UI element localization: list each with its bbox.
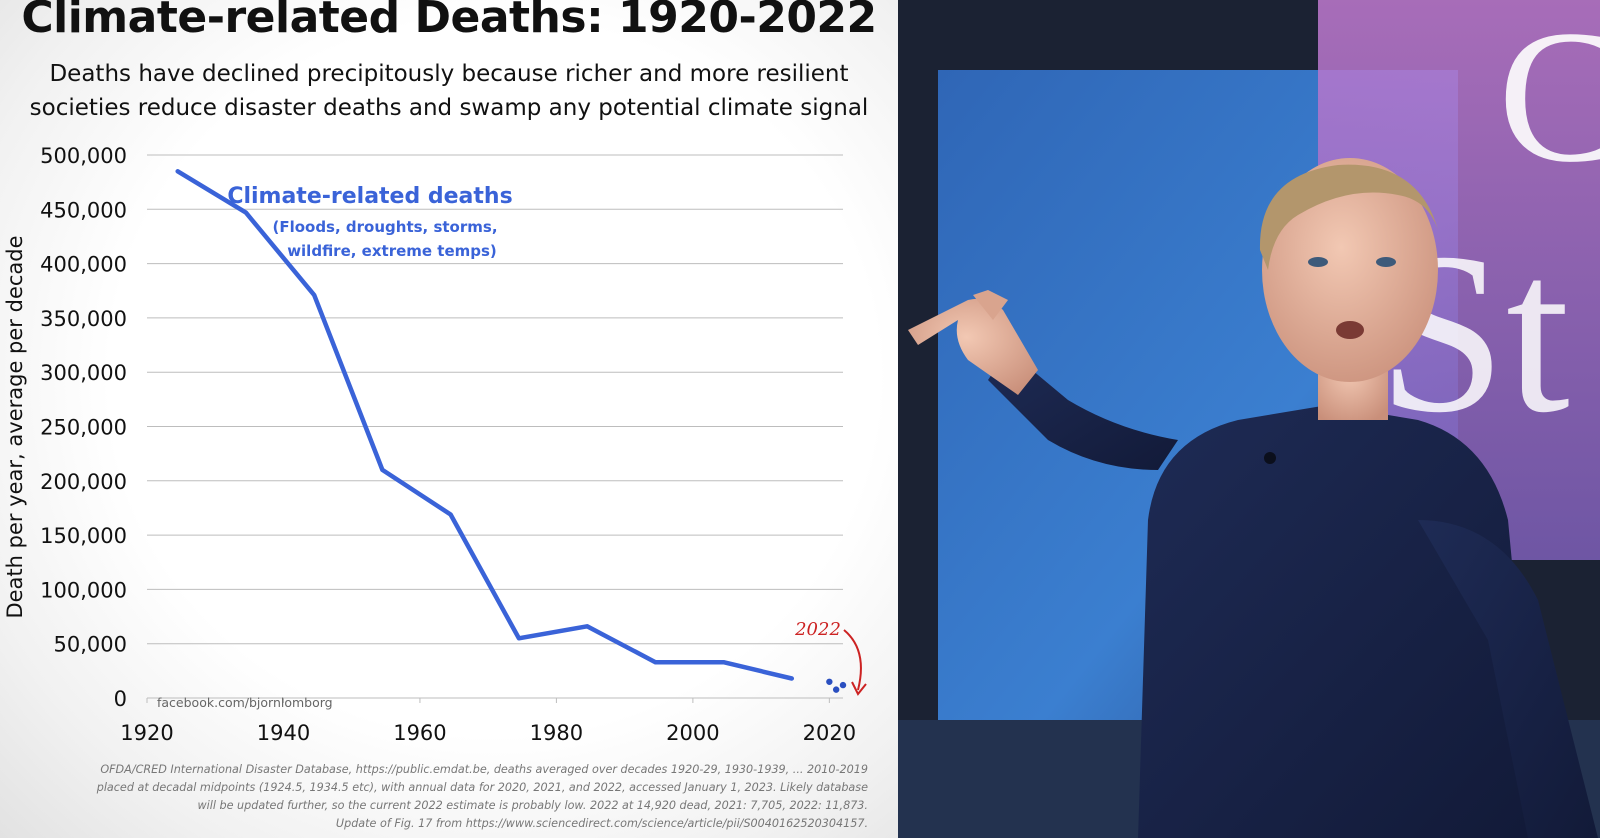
lapel-microphone <box>1264 452 1276 464</box>
speaker-finger <box>973 290 1008 320</box>
y-tick-label: 100,000 <box>40 578 127 602</box>
data-point-9 <box>790 676 794 680</box>
speaker-photo: C St <box>898 0 1600 838</box>
source-line-1: OFDA/CRED International Disaster Databas… <box>100 763 868 776</box>
series-note-line-1: (Floods, droughts, storms, <box>272 218 497 236</box>
series-line-climate-deaths <box>175 169 795 681</box>
data-point-2 <box>312 293 316 297</box>
data-point-6 <box>585 624 589 628</box>
y-tick-label: 300,000 <box>40 361 127 385</box>
speaker-right-eye <box>1376 257 1396 267</box>
source-line-2: placed at decadal midpoints (1924.5, 193… <box>96 781 868 794</box>
scatter-point-2020 <box>826 678 833 685</box>
data-point-0 <box>176 169 180 173</box>
x-tick-label: 2020 <box>803 721 856 745</box>
y-tick-label: 150,000 <box>40 524 127 548</box>
y-tick-label: 200,000 <box>40 470 127 494</box>
data-point-8 <box>722 660 726 664</box>
x-tick-label: 1920 <box>120 721 173 745</box>
source-line-3: will be updated further, so the current … <box>197 799 868 812</box>
scatter-point-2021 <box>832 686 840 693</box>
y-tick-label: 0 <box>114 687 127 711</box>
data-point-3 <box>380 468 384 472</box>
speaker-pointing-hand <box>908 298 1038 395</box>
source-line-4: Update of Fig. 17 from https://www.scien… <box>336 817 868 830</box>
backdrop-letter-1: C <box>1498 0 1600 202</box>
callout-2022-label: 2022 <box>794 619 841 640</box>
series-note-line-2: wildfire, extreme temps) <box>287 242 497 260</box>
x-tick-label: 1980 <box>530 721 583 745</box>
y-tick-label: 50,000 <box>54 633 127 657</box>
credit-text: facebook.com/bjornlomborg <box>157 695 333 710</box>
data-point-1 <box>244 211 248 215</box>
data-point-5 <box>517 636 521 640</box>
y-axis-label: Death per year, average per decade <box>3 235 27 618</box>
chart-title: Climate-related Deaths: 1920-2022 <box>21 0 877 43</box>
speaker-torso <box>1138 405 1538 838</box>
callout-arrow-shaft <box>843 629 862 691</box>
callout-arrow-head <box>851 681 867 696</box>
speaker-face <box>1262 158 1438 382</box>
speaker-sleeve <box>988 350 1178 470</box>
speaker-right-arm <box>1418 520 1598 838</box>
x-tick-label: 1940 <box>257 721 310 745</box>
x-tick-label: 2000 <box>666 721 719 745</box>
chart-subtitle-line-1: Deaths have declined precipitously becau… <box>49 61 849 87</box>
x-tick-label: 1960 <box>393 721 446 745</box>
scatter-point-2022 <box>839 681 847 689</box>
speaker-mouth <box>1336 321 1364 339</box>
y-tick-label: 350,000 <box>40 307 127 331</box>
y-tick-label: 250,000 <box>40 416 127 440</box>
data-point-4 <box>449 512 453 516</box>
y-tick-label: 400,000 <box>40 253 127 277</box>
speaker-photo-illustration: C St <box>898 0 1600 838</box>
data-point-7 <box>653 660 657 664</box>
y-tick-label: 450,000 <box>40 198 127 222</box>
speaker-hair <box>1259 164 1438 270</box>
chart-panel: Climate-related Deaths: 1920-2022 Deaths… <box>0 0 898 838</box>
speaker-left-eye <box>1308 257 1328 267</box>
y-tick-label: 500,000 <box>40 144 127 168</box>
series-label: Climate-related deaths <box>227 184 512 209</box>
chart-svg: 0 50,000 100,000 150,000 200,000 250,000 300,0… <box>3 144 868 830</box>
chart-subtitle-line-2: societies reduce disaster deaths and swa… <box>29 95 869 121</box>
